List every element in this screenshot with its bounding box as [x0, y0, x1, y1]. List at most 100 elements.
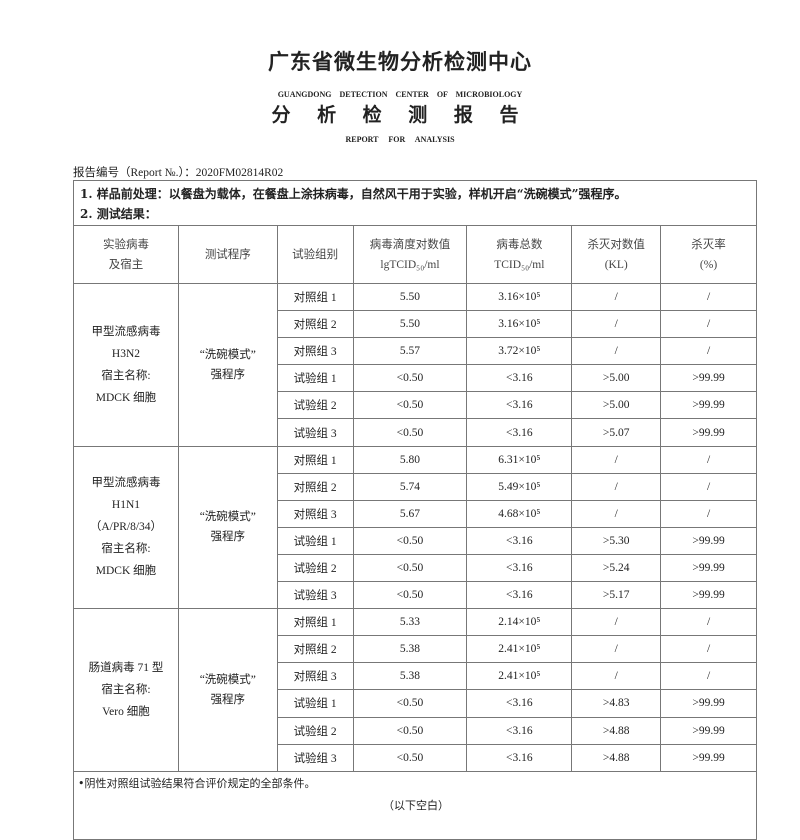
table-cell: >5.00 — [571, 364, 662, 393]
table-cell: >5.24 — [571, 553, 662, 583]
table-cell: 对照组 3 — [276, 662, 354, 691]
report-number: 报告编号（Report №.）：2020FM02814R02 — [73, 167, 284, 179]
table-cell: 试验组 1 — [276, 364, 354, 393]
table-cell: / — [660, 472, 757, 501]
table-cell: >4.88 — [571, 743, 662, 772]
center-title-en: GUANGDONG DETECTION CENTER OF MICROBIOLO… — [277, 90, 523, 99]
table-cell: 对照组 2 — [276, 635, 354, 664]
table-cell: <3.16 — [466, 553, 573, 583]
table-cell: / — [660, 635, 757, 664]
table-row: 对照组 2 5.74 5.49×10⁵ / / — [74, 472, 757, 501]
table-cell: / — [571, 472, 662, 501]
table-cell: 试验组 2 — [276, 391, 354, 420]
column-header: 杀灭率 (%) — [660, 225, 757, 284]
table-cell: 对照组 1 — [276, 608, 354, 637]
table-cell: / — [571, 662, 662, 691]
table-row: 甲型流感病毒 H3N2 宿主名称: MDCK 细胞 “洗碗模式” 强程序 对照组 1… — [73, 282, 757, 447]
table-cell: >5.00 — [571, 391, 662, 420]
table-cell: / — [660, 499, 757, 528]
table-cell: 对照组 1 — [276, 282, 354, 312]
table-cell: <3.16 — [466, 526, 573, 555]
table-cell: / — [571, 608, 662, 637]
table-cell: 4.68×10⁵ — [466, 499, 573, 528]
table-cell: 5.50 — [352, 282, 468, 312]
table-cell: 3.16×10⁵ — [466, 282, 573, 312]
table-row: 试验组 3 <0.50 <3.16 >4.88 >99.99 — [74, 743, 757, 772]
table-cell: / — [660, 310, 757, 339]
table-cell: <0.50 — [352, 581, 468, 610]
table-cell: <3.16 — [466, 716, 573, 745]
table-cell: 3.72×10⁵ — [466, 337, 573, 366]
table-cell: / — [571, 635, 662, 664]
report-body: 1. 样品前处理：以餐盘为载体，在餐盘上涂抹病毒，自然风干用于实验，样机开启“洗… — [73, 180, 757, 840]
table-cell: >99.99 — [660, 689, 757, 718]
table-row: 试验组 1 <0.50 <3.16 >5.30 >99.99 — [74, 526, 757, 555]
table-cell: 5.33 — [352, 608, 468, 637]
table-cell: / — [571, 499, 662, 528]
test-program-cell: “洗碗模式” 强程序 — [177, 608, 278, 772]
table-cell: <0.50 — [352, 743, 468, 772]
table-cell: <3.16 — [466, 391, 573, 420]
center-title: 广东省微生物分析检测中心 — [268, 49, 532, 74]
table-cell: <0.50 — [352, 418, 468, 447]
table-row: 甲型流感病毒 H1N1 （A/PR/8/34） 宿主名称: MDCK 细胞 “洗碗… — [73, 445, 757, 610]
column-header: 测试程序 — [177, 225, 278, 284]
table-cell: <0.50 — [352, 364, 468, 393]
table-header-row: 实验病毒 及宿主 测试程序 试验组别 病毒滴度对数值 lgTCID₅₀/ml 病毒总数 … — [73, 225, 757, 284]
column-header: 病毒总数 TCID₅₀/ml — [466, 225, 573, 284]
table-cell: <0.50 — [352, 553, 468, 583]
table-cell: 5.49×10⁵ — [466, 472, 573, 501]
column-header: 实验病毒 及宿主 — [73, 225, 179, 284]
table-cell: 对照组 3 — [276, 337, 354, 366]
table-cell: >99.99 — [660, 391, 757, 420]
table-cell: <0.50 — [352, 689, 468, 718]
table-row: 对照组 3 5.67 4.68×10⁵ / / — [74, 499, 757, 528]
table-cell: 对照组 2 — [276, 472, 354, 501]
table-cell: / — [571, 445, 662, 474]
report-title: 分 析 检 测 报 告 — [271, 104, 529, 126]
column-header: 杀灭对数值 (KL) — [571, 225, 662, 284]
table-row: 试验组 3 <0.50 <3.16 >5.17 >99.99 — [74, 581, 757, 610]
table-cell: <3.16 — [466, 364, 573, 393]
table-cell: 5.57 — [352, 337, 468, 366]
table-cell: / — [571, 337, 662, 366]
table-cell: / — [660, 445, 757, 474]
table-cell: >4.88 — [571, 716, 662, 745]
table-cell: 5.67 — [352, 499, 468, 528]
results-table: 实验病毒 及宿主 测试程序 试验组别 病毒滴度对数值 lgTCID₅₀/ml 病毒总数 … — [73, 225, 757, 772]
table-cell: / — [660, 662, 757, 691]
pretreatment-text: 1. 样品前处理：以餐盘为载体，在餐盘上涂抹病毒，自然风干用于实验，样机开启“洗… — [80, 187, 627, 201]
table-cell: <0.50 — [352, 716, 468, 745]
table-cell: <3.16 — [466, 743, 573, 772]
table-cell: 2.41×10⁵ — [466, 662, 573, 691]
table-cell: 对照组 1 — [276, 445, 354, 474]
table-cell: 5.80 — [352, 445, 468, 474]
table-row: 肠道病毒 71 型 宿主名称: Vero 细胞 “洗碗模式” 强程序 对照组 1 5.… — [73, 608, 757, 772]
table-row: 试验组 1 <0.50 <3.16 >4.83 >99.99 — [74, 689, 757, 718]
virus-host-cell: 肠道病毒 71 型 宿主名称: Vero 细胞 — [73, 608, 179, 772]
blank-note: （以下空白） — [383, 799, 449, 812]
table-cell: <0.50 — [352, 526, 468, 555]
table-row: 试验组 1 <0.50 <3.16 >5.00 >99.99 — [74, 364, 757, 393]
table-cell: 试验组 2 — [276, 553, 354, 583]
table-cell: >99.99 — [660, 526, 757, 555]
table-cell: >5.30 — [571, 526, 662, 555]
table-cell: 对照组 2 — [276, 310, 354, 339]
column-header: 试验组别 — [276, 225, 354, 284]
table-cell: 试验组 1 — [276, 689, 354, 718]
table-row: 对照组 2 5.50 3.16×10⁵ / / — [74, 310, 757, 339]
table-cell: / — [571, 310, 662, 339]
table-cell: 试验组 3 — [276, 743, 354, 772]
table-cell: <3.16 — [466, 689, 573, 718]
table-cell: / — [660, 608, 757, 637]
table-cell: 6.31×10⁵ — [466, 445, 573, 474]
test-program-cell: “洗碗模式” 强程序 — [177, 445, 278, 610]
table-cell: 2.14×10⁵ — [466, 608, 573, 637]
table-row: 试验组 3 <0.50 <3.16 >5.07 >99.99 — [74, 418, 757, 447]
report-title-en: REPORT FOR ANALYSIS — [345, 135, 455, 144]
table-cell: / — [571, 282, 662, 312]
table-cell: >99.99 — [660, 553, 757, 583]
table-cell: <0.50 — [352, 391, 468, 420]
table-cell: 5.38 — [352, 635, 468, 664]
table-cell: <3.16 — [466, 418, 573, 447]
